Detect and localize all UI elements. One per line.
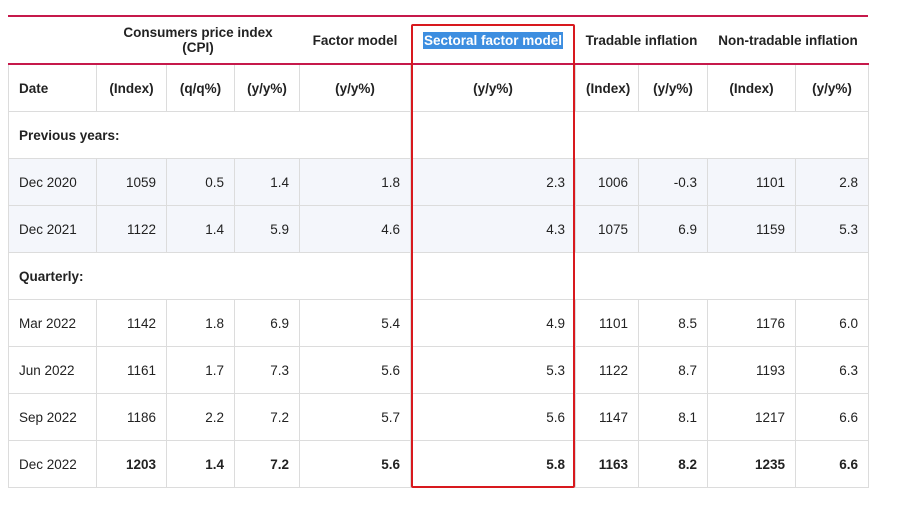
unit-header-cpi-index: (Index)	[96, 63, 167, 112]
cell-date: Mar 2022	[8, 299, 97, 347]
unit-header-cpi-yy: (y/y%)	[233, 63, 301, 112]
cell-nontradable-yy: 6.6	[795, 393, 870, 441]
cell-cpi-index: 1186	[96, 393, 167, 441]
unit-header-tradable-yy: (y/y%)	[638, 63, 709, 112]
section-label: Previous years:	[7, 111, 412, 159]
cell-factor-yy: 4.6	[299, 205, 412, 253]
table-row: Sep 2022 1186 2.2 7.2 5.7 5.6 1147 8.1 1…	[8, 393, 870, 441]
group-header-cpi: Consumers price index (CPI)	[96, 17, 300, 65]
cell-nontradable-index: 1235	[707, 440, 797, 488]
section-blank	[410, 252, 870, 300]
group-header-sectoral-factor-model[interactable]: Sectoral factor model	[410, 17, 576, 65]
group-header-row: Consumers price index (CPI) Factor model…	[8, 17, 869, 65]
table-row: Dec 2020 1059 0.5 1.4 1.8 2.3 1006 -0.3 …	[8, 158, 870, 206]
unit-header-nontradable-index: (Index)	[707, 63, 797, 112]
cell-cpi-yy: 5.9	[233, 205, 301, 253]
cell-cpi-yy: 1.4	[233, 158, 301, 206]
cell-nontradable-index: 1193	[707, 346, 797, 394]
section-row-previous: Previous years:	[7, 111, 870, 159]
cell-date: Dec 2020	[8, 158, 97, 206]
cell-cpi-yy: 7.3	[233, 346, 301, 394]
cell-tradable-index: 1006	[575, 158, 640, 206]
cell-sectoral-yy: 2.3	[410, 158, 577, 206]
cell-tradable-yy: 8.7	[638, 346, 709, 394]
cell-cpi-index: 1142	[96, 299, 167, 347]
cell-tradable-index: 1147	[575, 393, 640, 441]
group-header-factor-model: Factor model	[299, 17, 411, 65]
table-row: Mar 2022 1142 1.8 6.9 5.4 4.9 1101 8.5 1…	[8, 299, 870, 347]
cell-nontradable-index: 1101	[707, 158, 797, 206]
cell-factor-yy: 5.7	[299, 393, 412, 441]
group-header-nontradable: Non-tradable inflation	[707, 17, 869, 65]
cell-nontradable-yy: 2.8	[795, 158, 870, 206]
cell-tradable-index: 1075	[575, 205, 640, 253]
table-row: Jun 2022 1161 1.7 7.3 5.6 5.3 1122 8.7 1…	[8, 346, 870, 394]
inflation-table: Consumers price index (CPI) Factor model…	[7, 17, 870, 488]
section-row-quarterly: Quarterly:	[7, 252, 870, 300]
cell-factor-yy: 5.4	[299, 299, 412, 347]
cell-tradable-yy: 8.5	[638, 299, 709, 347]
cell-cpi-index: 1203	[96, 440, 167, 488]
cell-tradable-yy: -0.3	[638, 158, 709, 206]
table-row: Dec 2022 1203 1.4 7.2 5.6 5.8 1163 8.2 1…	[8, 440, 870, 488]
cell-cpi-yy: 7.2	[233, 440, 301, 488]
cell-cpi-index: 1122	[96, 205, 167, 253]
cell-sectoral-yy: 5.8	[410, 440, 577, 488]
section-blank	[410, 111, 870, 159]
cell-nontradable-index: 1159	[707, 205, 797, 253]
cell-factor-yy: 5.6	[299, 346, 412, 394]
cell-cpi-qq: 0.5	[166, 158, 235, 206]
cell-cpi-qq: 2.2	[166, 393, 235, 441]
cell-nontradable-index: 1176	[707, 299, 797, 347]
cell-tradable-yy: 8.1	[638, 393, 709, 441]
unit-header-cpi-qq: (q/q%)	[166, 63, 235, 112]
unit-header-date: Date	[8, 63, 97, 112]
cell-cpi-qq: 1.7	[166, 346, 235, 394]
cell-date: Dec 2022	[8, 440, 97, 488]
inflation-table-container: Consumers price index (CPI) Factor model…	[7, 15, 870, 488]
cell-nontradable-yy: 6.0	[795, 299, 870, 347]
top-accent-line	[8, 15, 868, 17]
table-row: Dec 2021 1122 1.4 5.9 4.6 4.3 1075 6.9 1…	[8, 205, 870, 253]
cell-date: Dec 2021	[8, 205, 97, 253]
cell-sectoral-yy: 5.6	[410, 393, 577, 441]
cell-cpi-yy: 7.2	[233, 393, 301, 441]
cell-cpi-index: 1059	[96, 158, 167, 206]
cell-cpi-qq: 1.8	[166, 299, 235, 347]
cell-tradable-index: 1122	[575, 346, 640, 394]
cell-date: Jun 2022	[8, 346, 97, 394]
cell-tradable-yy: 8.2	[638, 440, 709, 488]
cell-tradable-yy: 6.9	[638, 205, 709, 253]
cell-nontradable-yy: 5.3	[795, 205, 870, 253]
group-header-blank	[8, 17, 97, 65]
cell-factor-yy: 5.6	[299, 440, 412, 488]
cell-cpi-yy: 6.9	[233, 299, 301, 347]
selected-text[interactable]: Sectoral factor model	[423, 31, 564, 49]
cell-date: Sep 2022	[8, 393, 97, 441]
cell-tradable-index: 1101	[575, 299, 640, 347]
cell-nontradable-yy: 6.6	[795, 440, 870, 488]
unit-header-row: Date (Index) (q/q%) (y/y%) (y/y%) (y/y%)…	[8, 63, 870, 112]
unit-header-factor-yy: (y/y%)	[299, 63, 412, 112]
cell-tradable-index: 1163	[575, 440, 640, 488]
cell-cpi-qq: 1.4	[166, 205, 235, 253]
unit-header-tradable-index: (Index)	[575, 63, 640, 112]
cell-cpi-qq: 1.4	[166, 440, 235, 488]
unit-header-sectoral-yy: (y/y%)	[410, 63, 577, 112]
group-header-tradable: Tradable inflation	[575, 17, 708, 65]
cell-cpi-index: 1161	[96, 346, 167, 394]
unit-header-nontradable-yy: (y/y%)	[795, 63, 870, 112]
cell-sectoral-yy: 5.3	[410, 346, 577, 394]
cell-nontradable-index: 1217	[707, 393, 797, 441]
cell-factor-yy: 1.8	[299, 158, 412, 206]
cell-sectoral-yy: 4.3	[410, 205, 577, 253]
cell-sectoral-yy: 4.9	[410, 299, 577, 347]
cell-nontradable-yy: 6.3	[795, 346, 870, 394]
section-label: Quarterly:	[7, 252, 412, 300]
